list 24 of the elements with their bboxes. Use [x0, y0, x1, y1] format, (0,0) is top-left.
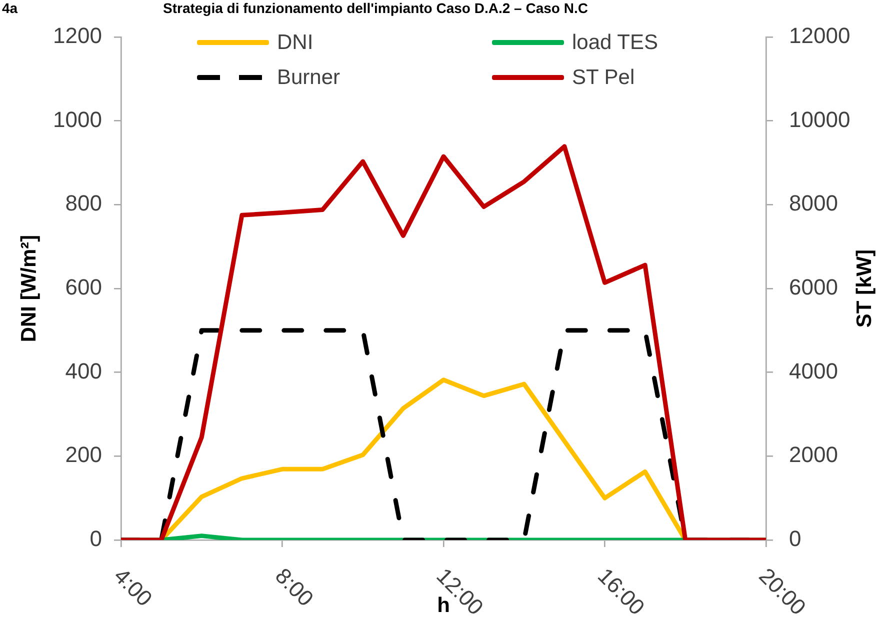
legend-label: Burner — [277, 66, 340, 90]
y-tick-label: 800 — [65, 190, 102, 216]
y2-tick-label: 12000 — [789, 23, 850, 48]
legend-label: ST Pel — [572, 66, 635, 90]
y-tick-label: 200 — [65, 442, 102, 468]
y2-tick-label: 4000 — [789, 358, 838, 384]
legend-label: load TES — [572, 30, 658, 54]
y-axis-title: DNI [W/m²] — [17, 234, 40, 342]
y2-tick-label: 8000 — [789, 190, 838, 216]
text: 4a — [2, 0, 18, 16]
y-tick-label: 400 — [65, 358, 102, 384]
x-tick-label: 8:00 — [270, 563, 318, 612]
y2-axis-title: ST [kW] — [852, 249, 876, 328]
legend-label: DNI — [277, 30, 314, 54]
chart-title: Strategia di funzionamento dell'impianto Caso D.A.2 – Caso N.C — [163, 0, 588, 16]
y-tick-label: 0 — [90, 526, 102, 552]
y2-tick-label: 10000 — [789, 106, 850, 132]
y-tick-label: 1000 — [53, 106, 102, 132]
y2-tick-label: 0 — [789, 526, 802, 552]
y-tick-label: 600 — [65, 274, 102, 300]
x-tick-label: 4:00 — [109, 563, 158, 612]
y2-tick-label: 6000 — [789, 274, 838, 300]
y2-tick-label: 2000 — [789, 442, 838, 468]
y-tick-label: 1200 — [53, 23, 102, 48]
